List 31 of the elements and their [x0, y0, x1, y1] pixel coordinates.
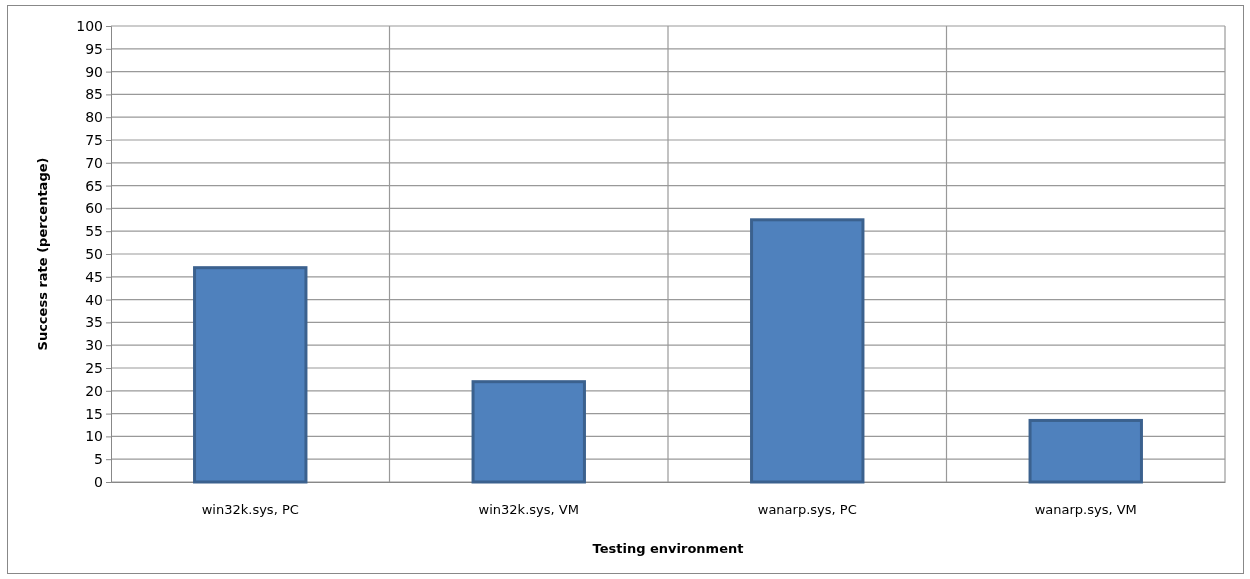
x-axis-title: Testing environment — [592, 541, 744, 556]
y-tick-label: 75 — [85, 131, 103, 148]
y-tick-label: 30 — [85, 337, 103, 354]
y-tick-label: 45 — [85, 268, 103, 285]
y-tick-label: 0 — [94, 473, 103, 490]
bar — [750, 218, 865, 484]
y-tick-label: 10 — [85, 428, 103, 445]
x-tick-label: wanarp.sys, VM — [1034, 501, 1137, 517]
y-tick-label: 15 — [85, 405, 103, 422]
y-tick-label: 95 — [85, 40, 103, 57]
y-tick-label: 25 — [85, 359, 103, 376]
y-tick-label: 90 — [85, 63, 103, 80]
y-tick-label: 55 — [85, 223, 103, 240]
y-tick-label: 100 — [76, 17, 103, 34]
y-tick-label: 5 — [94, 451, 103, 468]
y-axis-title: Success rate (percentage) — [35, 157, 50, 351]
bar — [471, 380, 586, 484]
y-tick-label: 50 — [85, 245, 103, 262]
y-tick-label: 70 — [85, 154, 103, 171]
x-tick-label: wanarp.sys, PC — [757, 501, 857, 517]
y-tick-label: 80 — [85, 109, 103, 126]
bar — [1028, 418, 1143, 484]
x-tick-label: win32k.sys, VM — [478, 501, 579, 517]
bar — [193, 266, 308, 484]
x-tick-label: win32k.sys, PC — [201, 501, 299, 517]
y-tick-label: 65 — [85, 177, 103, 194]
y-tick-label: 60 — [85, 200, 103, 217]
y-tick-label: 85 — [85, 86, 103, 103]
y-tick-label: 20 — [85, 382, 103, 399]
y-tick-label: 40 — [85, 291, 103, 308]
y-tick-label: 35 — [85, 314, 103, 331]
